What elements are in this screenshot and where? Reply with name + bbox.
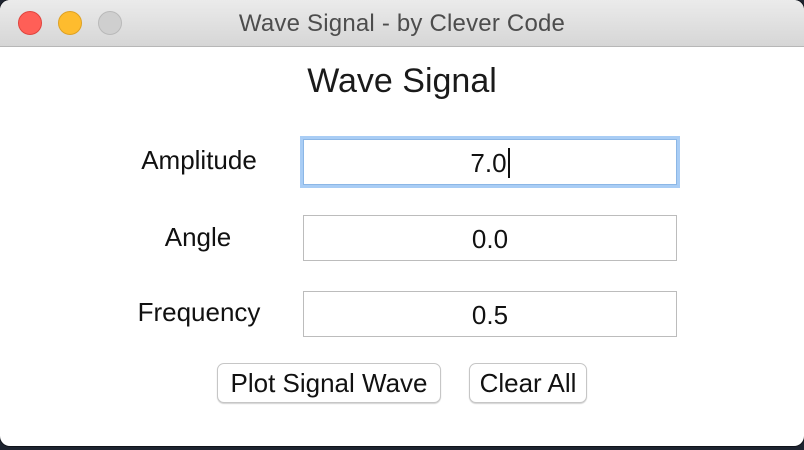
window-title: Wave Signal - by Clever Code — [238, 10, 566, 37]
page-title: Wave Signal — [307, 62, 497, 100]
close-traffic-light-icon[interactable] — [18, 11, 42, 35]
minimize-traffic-light-icon[interactable] — [58, 11, 82, 35]
text-caret — [507, 148, 510, 178]
frequency-value: 0.5 — [471, 300, 509, 330]
title-bar[interactable]: Wave Signal - by Clever Code — [0, 0, 804, 47]
angle-label: Angle — [164, 222, 232, 252]
frequency-input[interactable]: 0.5 — [303, 291, 677, 337]
amplitude-input[interactable]: 7.0 — [303, 139, 677, 185]
clear-all-button[interactable]: Clear All — [469, 363, 587, 403]
plot-signal-wave-button[interactable]: Plot Signal Wave — [217, 363, 441, 403]
amplitude-value: 7.0 — [470, 148, 507, 178]
angle-input[interactable]: 0.0 — [303, 215, 677, 261]
zoom-traffic-light-icon — [98, 11, 122, 35]
amplitude-label: Amplitude — [141, 145, 257, 175]
angle-value: 0.0 — [471, 224, 509, 254]
frequency-label: Frequency — [137, 297, 261, 327]
